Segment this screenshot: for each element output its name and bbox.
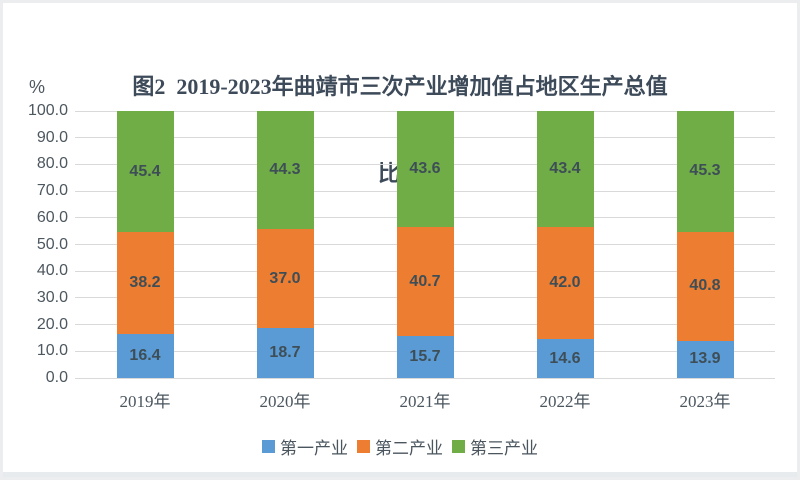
x-axis-labels: 2019年 2020年 2021年 2022年 2023年 [75,391,775,413]
y-axis-tick-label: 20.0 [36,315,68,333]
bar-segment-value: 43.6 [409,160,441,178]
plot-area: 16.4 38.2 45.4 18.7 37.0 44.3 15.7 40.7 43.6 14.6… [75,110,775,379]
legend: 第一产业 第二产业 第三产业 [0,434,800,459]
bar-segment: 14.6 [536,339,594,378]
y-axis-tick-labels: 0.0 10.0 20.0 30.0 40.0 50.0 60.0 70.0 80.0 90.0 1… [0,102,70,386]
stacked-bar: 14.6 42.0 43.4 [536,111,594,378]
bar-segment: 40.8 [676,231,734,341]
stacked-bar: 18.7 37.0 44.3 [256,111,314,378]
bar-segment: 43.6 [396,111,454,228]
y-axis-tick-label: 40.0 [36,262,68,280]
legend-swatch [262,440,275,453]
bar-segment: 45.4 [116,111,174,233]
bar-segment: 38.2 [116,232,174,335]
bar-segment-value: 18.7 [269,344,301,362]
y-axis-tick-label: 0.0 [45,369,68,386]
bar-segment-value: 43.4 [549,159,581,177]
bar-segment-value: 16.4 [129,347,161,365]
stacked-bar: 15.7 40.7 43.6 [396,111,454,378]
x-axis-label: 2020年 [259,392,311,411]
bar-segment-value: 40.7 [409,272,441,290]
bar-segment-value: 44.3 [269,161,301,179]
stacked-bar: 16.4 38.2 45.4 [116,111,174,378]
bar-segment: 37.0 [256,229,314,329]
bar-segment-value: 40.8 [689,277,721,295]
bar-segment-value: 15.7 [409,348,441,366]
legend-label: 第二产业 [375,439,443,458]
stacked-bar: 13.9 40.8 45.3 [676,111,734,378]
legend-swatch [452,440,465,453]
chart-title-line1: 图2 2019-2023年曲靖市三次产业增加值占地区生产总值 [132,74,668,99]
y-axis-tick-label: 100.0 [27,102,68,119]
bar-segment: 43.4 [536,111,594,227]
bar-segment-value: 37.0 [269,269,301,287]
bar-segment-value: 14.6 [549,349,581,367]
gridline [75,377,775,379]
legend-swatch [357,440,370,453]
bar-segment: 13.9 [676,340,734,378]
bar-segment: 16.4 [116,334,174,378]
legend-label: 第三产业 [470,439,538,458]
y-axis-tick-label: 30.0 [36,288,68,306]
y-axis-tick-label: 10.0 [36,342,68,360]
bar-segment: 40.7 [396,227,454,337]
legend-item: 第二产业 [357,434,443,459]
legend-item: 第三产业 [452,434,538,459]
y-axis-tick-label: 60.0 [36,208,68,226]
gridline [75,110,775,112]
legend-label: 第一产业 [280,439,348,458]
y-axis-tick-label: 50.0 [36,235,68,253]
x-axis-label: 2019年 [119,392,171,411]
bar-segment: 42.0 [536,226,594,340]
x-axis-label: 2021年 [399,392,451,411]
bar-segment: 45.3 [676,111,734,232]
bar-segment-value: 45.3 [689,162,721,180]
bar-segment: 18.7 [256,328,314,378]
bar-segment-value: 38.2 [129,274,161,292]
bar-segment-value: 13.9 [689,350,721,368]
bar-segment-value: 42.0 [549,273,581,291]
y-axis-tick-label: 70.0 [36,182,68,200]
bar-segment: 15.7 [396,336,454,378]
y-axis-tick-label: 80.0 [36,155,68,173]
bar-segment-value: 45.4 [129,162,161,180]
chart-title: 图2 2019-2023年曲靖市三次产业增加值占地区生产总值 比重 [0,14,800,246]
y-axis-unit-label: % [29,77,46,97]
y-axis-tick-label: 90.0 [36,128,68,146]
x-axis-label: 2023年 [679,392,731,411]
bar-segment: 44.3 [256,111,314,230]
x-axis-label: 2022年 [539,392,591,411]
legend-item: 第一产业 [262,434,348,459]
